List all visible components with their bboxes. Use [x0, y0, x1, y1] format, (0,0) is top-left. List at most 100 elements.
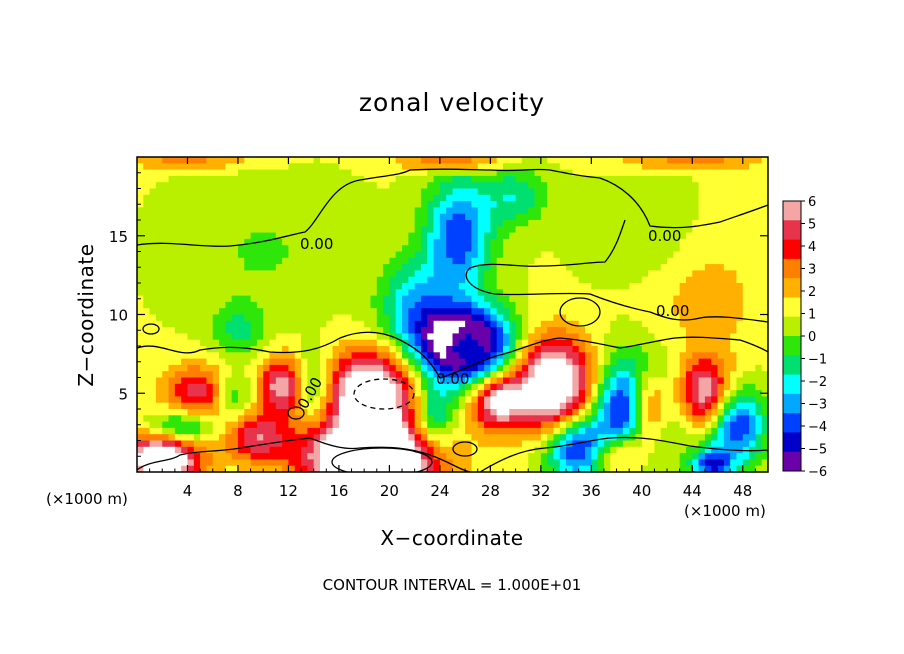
heatmap-cell [364, 163, 372, 171]
heatmap-cell [174, 402, 182, 410]
heatmap-cell [446, 339, 454, 347]
heatmap-cell [137, 339, 144, 347]
heatmap-cell [231, 289, 239, 297]
heatmap-cell [749, 182, 756, 190]
heatmap-cell [282, 257, 290, 265]
heatmap-cell [521, 465, 529, 472]
heatmap-cell [698, 295, 706, 303]
heatmap-cell [559, 415, 567, 423]
heatmap-cell [616, 320, 624, 328]
heatmap-cell [540, 346, 548, 353]
heatmap-cell [749, 320, 756, 328]
heatmap-cell [307, 327, 315, 334]
heatmap-cell [572, 194, 580, 202]
heatmap-cell [616, 409, 624, 416]
heatmap-cell [521, 434, 529, 442]
heatmap-cell [591, 264, 599, 271]
heatmap-cell [370, 320, 378, 328]
heatmap-cell [376, 245, 384, 253]
heatmap-cell [288, 339, 296, 347]
heatmap-cell [685, 465, 693, 472]
heatmap-cell [206, 320, 214, 328]
heatmap-cell [654, 188, 662, 196]
heatmap-cell [250, 440, 258, 448]
heatmap-cell [326, 415, 334, 423]
heatmap-cell [414, 251, 422, 259]
heatmap-cell [143, 352, 151, 360]
heatmap-cell [597, 415, 605, 423]
heatmap-cell [408, 415, 416, 423]
heatmap-cell [149, 257, 157, 265]
heatmap-cell [465, 446, 473, 454]
heatmap-cell [635, 163, 643, 171]
heatmap-cell [244, 377, 252, 385]
heatmap-cell [294, 358, 302, 366]
heatmap-cell [723, 346, 731, 353]
heatmap-cell [414, 232, 422, 240]
heatmap-cell [288, 157, 296, 164]
heatmap-cell [641, 295, 649, 303]
heatmap-cell [244, 453, 252, 460]
heatmap-cell [597, 352, 605, 360]
heatmap-cell [698, 465, 706, 472]
heatmap-cell [345, 220, 353, 227]
heatmap-cell [723, 308, 731, 316]
heatmap-cell [338, 289, 346, 297]
heatmap-cell [433, 427, 441, 435]
heatmap-cell [534, 390, 542, 397]
heatmap-cell [635, 188, 643, 196]
heatmap-cell [237, 459, 245, 467]
heatmap-cell [547, 276, 555, 284]
heatmap-cell [635, 157, 643, 164]
heatmap-cell [282, 320, 290, 328]
heatmap-cell [547, 264, 555, 271]
heatmap-cell [307, 377, 315, 385]
heatmap-cell [288, 188, 296, 196]
heatmap-cell [383, 377, 390, 385]
heatmap-cell [534, 415, 542, 423]
heatmap-cell [427, 427, 435, 435]
heatmap-cell [231, 314, 239, 322]
heatmap-cell [332, 390, 340, 397]
heatmap-cell [521, 270, 529, 278]
heatmap-cell [679, 371, 687, 379]
heatmap-cell [742, 308, 750, 316]
heatmap-cell [256, 314, 264, 322]
heatmap-cell [749, 346, 756, 353]
heatmap-cell [723, 383, 731, 391]
heatmap-cell [635, 175, 643, 183]
heatmap-cell [616, 415, 624, 423]
heatmap-cell [402, 358, 409, 366]
heatmap-cell [717, 226, 725, 234]
heatmap-cell [237, 283, 245, 290]
heatmap-cell [376, 207, 384, 215]
heatmap-cell [307, 163, 315, 171]
heatmap-cell [635, 453, 643, 460]
heatmap-cell [200, 289, 208, 297]
heatmap-cell [162, 289, 170, 297]
heatmap-cell [269, 427, 277, 435]
heatmap-cell [383, 163, 390, 171]
heatmap-cell [288, 201, 296, 208]
heatmap-cell [376, 251, 384, 259]
heatmap-cell [704, 157, 712, 164]
heatmap-cell [376, 320, 384, 328]
heatmap-cell [395, 220, 403, 227]
heatmap-cell [408, 465, 416, 472]
heatmap-cell [452, 169, 460, 177]
heatmap-cell [370, 232, 378, 240]
heatmap-cell [345, 301, 353, 309]
heatmap-cell [237, 320, 245, 328]
heatmap-cell [452, 314, 460, 322]
heatmap-cell [256, 232, 264, 240]
heatmap-cell [698, 207, 706, 215]
heatmap-cell [395, 364, 403, 372]
heatmap-cell [723, 188, 731, 196]
heatmap-cell [370, 238, 378, 246]
heatmap-cell [307, 371, 315, 379]
heatmap-cell [622, 295, 630, 303]
heatmap-cell [515, 232, 523, 240]
heatmap-cell [477, 352, 485, 360]
heatmap-cell [383, 390, 390, 397]
heatmap-cell [704, 409, 712, 416]
